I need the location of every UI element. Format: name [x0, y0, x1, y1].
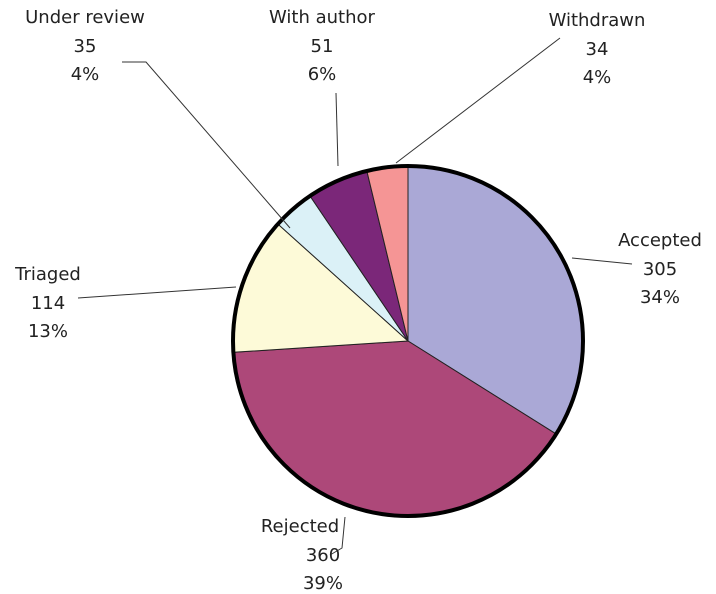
leader-line: [122, 61, 291, 229]
slice-value: 35: [74, 36, 97, 57]
slice-value: 51: [311, 36, 334, 57]
slice-value: 114: [31, 293, 65, 314]
slice-label: With author: [269, 7, 376, 28]
leader-line: [77, 286, 237, 299]
slice-percent: 34%: [640, 287, 680, 308]
slice-label: Triaged: [14, 264, 81, 285]
slice-value: 34: [586, 39, 609, 60]
slice-percent: 6%: [308, 64, 337, 85]
leader-line: [329, 516, 346, 556]
pie-outline: [231, 164, 585, 518]
slice-percent: 4%: [71, 64, 100, 85]
slice-label: Accepted: [618, 230, 702, 251]
slice-label: Withdrawn: [549, 10, 646, 31]
leader-line: [571, 257, 633, 265]
leader-line: [395, 37, 561, 164]
slice-label: Rejected: [261, 516, 339, 537]
slice-percent: 4%: [583, 67, 612, 88]
slice-value: 305: [643, 259, 677, 280]
slice-label: Under review: [25, 7, 145, 28]
leader-line: [335, 92, 339, 167]
slice-value: 360: [306, 545, 340, 566]
slice-percent: 39%: [303, 573, 343, 594]
slice-percent: 13%: [28, 321, 68, 342]
